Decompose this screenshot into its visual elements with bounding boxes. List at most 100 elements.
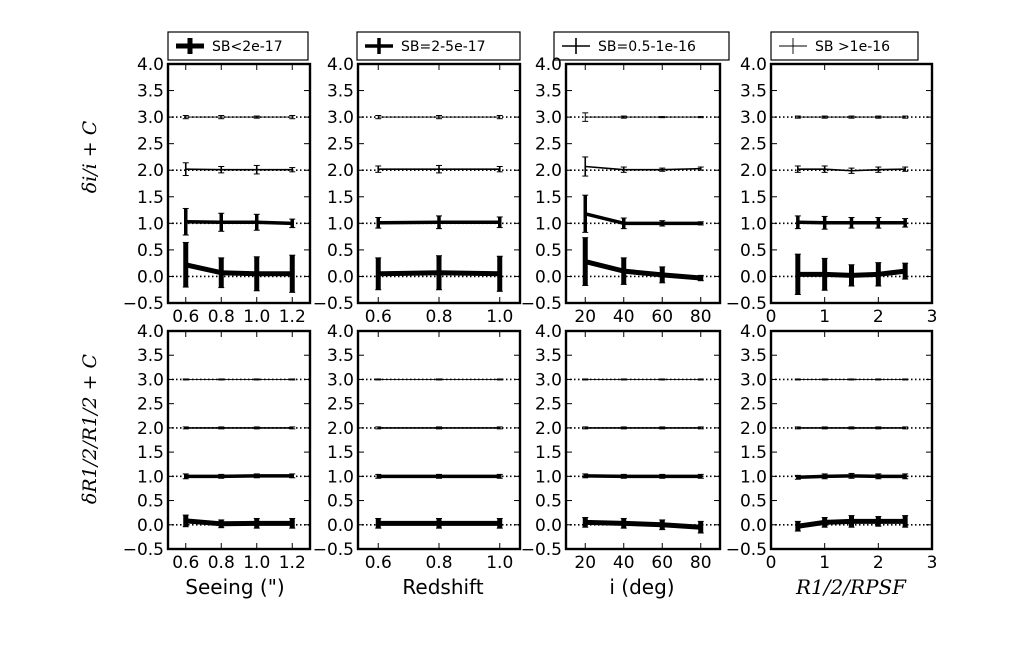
panel-r1-c3-series-0: [794, 515, 909, 532]
panel-r1-c3-ytick-label: 0.5: [740, 492, 767, 512]
panel-r0-c3-series-2: [794, 165, 909, 174]
panels: 4.0 3.5 3.0 2.5 2.0 1.5 1.0 0.5 0.0 −0.5 0.6 0.8 1.0…: [123, 55, 938, 573]
panel-r1-c1-series-1: [375, 473, 503, 479]
panel-r1-c2-series-0-line: [585, 519, 701, 530]
panel-r1-c3-ytick-label: 3.0: [740, 370, 767, 390]
panel-r1-c1-ytick-label: 1.5: [327, 443, 354, 463]
panel-r0-c3-xtick-label: 1: [819, 307, 830, 327]
panel-r0-c3-ytick-label: 1.0: [740, 214, 767, 234]
panel-r1-c2: 4.0 3.5 3.0 2.5 2.0 1.5 1.0 0.5 0.0 −0.5 20 40 60 80: [521, 322, 722, 573]
panel-r0-c0-ytick-label: 0.0: [137, 267, 164, 287]
panel-r0-c2-ytick-label: −0.5: [521, 294, 562, 314]
panel-r1-c0-series-2: [182, 426, 296, 430]
panel-r1-c2-ytick-label: 2.5: [535, 395, 562, 415]
panel-r1-c2-xtick-label: 20: [574, 553, 596, 573]
panel-r0-c0-series-2: [182, 162, 296, 177]
panel-r0-c2-ytick-label: 3.5: [535, 82, 562, 102]
row-ylabels: δi/i + C δR1/2/R1/2 + C: [79, 120, 101, 504]
panel-r1-c2-xtick-label: 60: [651, 553, 673, 573]
col-2-xlabel: i (deg): [609, 575, 674, 599]
panel-r1-c0-ytick-label: 3.5: [137, 346, 164, 366]
panel-r0-c3-series-0: [794, 253, 909, 296]
panel-r1-c0-ytick-label: 4.0: [137, 322, 164, 342]
panel-r1-c0-xtick-label: 1.0: [243, 553, 270, 573]
panel-r0-c0-series-2-line: [185, 168, 293, 171]
panel-r0-c0-ytick-label: 1.5: [137, 188, 164, 208]
panel-r1-c2-ytick-label: 3.5: [535, 346, 562, 366]
panel-r1-c3: 4.0 3.5 3.0 2.5 2.0 1.5 1.0 0.5 0.0 −0.50 1 2 3: [726, 322, 938, 573]
panel-r0-c1-frame: [356, 62, 522, 305]
panel-r0-c2-series-0-line: [584, 259, 701, 281]
panel-r0-c3-series-1: [794, 215, 909, 230]
panel-r1-c1-ytick-label: 2.5: [327, 395, 354, 415]
panel-r1-c0-ytick-label: 2.0: [137, 419, 164, 439]
panel-r0-c3-ytick-label: 3.0: [740, 108, 767, 128]
panel-r1-c0-ytick-label: 0.5: [137, 492, 164, 512]
panel-r1-c1-series-3: [375, 378, 503, 381]
panel-r0-c2-series-2-line: [585, 165, 701, 171]
panel-r0-c2-ytick-label: 2.0: [535, 161, 562, 181]
panel-r0-c3-xtick-label: 0: [766, 307, 777, 327]
panel-r0-c2-series-0: [582, 237, 704, 286]
panel-r0-c3-ytick-label: 0.5: [740, 241, 767, 261]
panel-r1-c3-series-1: [794, 472, 909, 480]
panel-r1-c1-ytick-label: 0.5: [327, 492, 354, 512]
panel-r1-c2-ytick-label: 4.0: [535, 322, 562, 342]
panel-r1-c2-ytick-label: 0.5: [535, 492, 562, 512]
panel-r1-c2-ytick-label: 2.0: [535, 419, 562, 439]
col-0-xlabel: Seeing ("): [185, 575, 284, 599]
panel-r1-c1-xtick-label: 0.8: [425, 553, 452, 573]
panel-r0-c3-ytick-label: −0.5: [726, 294, 767, 314]
panel-r0-c1-series-0: [375, 255, 503, 292]
panel-r0-c2-xtick-label: 40: [613, 307, 635, 327]
legend-entry-2: SB=0.5-1e-16: [553, 31, 730, 61]
panel-r0-c1-ytick-label: 1.5: [327, 188, 354, 208]
panel-r1-c1-ytick-label: 2.0: [327, 419, 354, 439]
legend-entry-3-label: SB >1e-16: [815, 39, 890, 55]
panel-r0-c1-ytick-label: 4.0: [327, 55, 354, 75]
panel-r0-c0-ytick-label: 0.5: [137, 241, 164, 261]
panel-r1-c2-series-1: [582, 473, 704, 479]
panel-r1-c1-series-0: [375, 517, 503, 529]
panel-r0-c1-ytick-label: 2.5: [327, 135, 354, 155]
panel-r0-c2-ytick-label: 0.0: [535, 267, 562, 287]
panel-r1-c0-frame: [166, 329, 312, 551]
panel-r1-c2-ytick-label: 1.5: [535, 443, 562, 463]
panel-r1-c3-ytick-label: 3.5: [740, 346, 767, 366]
panel-r0-c1-xtick-label: 0.8: [425, 307, 452, 327]
panel-r1-c0-ytick-label: 0.0: [137, 516, 164, 536]
panel-r0-c2-series-2: [582, 156, 704, 177]
panel-r0-c1-ytick-label: 1.0: [327, 214, 354, 234]
panel-r1-c1-ytick-label: 1.0: [327, 467, 354, 487]
panel-r1-c3-ytick-label: 1.0: [740, 467, 767, 487]
panel-r0-c1: 4.0 3.5 3.0 2.5 2.0 1.5 1.0 0.5 0.0 −0.5 0.6 0.8 1.0: [313, 55, 522, 327]
panel-r1-c0-ytick-label: 1.5: [137, 443, 164, 463]
panel-r1-c1-ytick-label: 3.5: [327, 346, 354, 366]
panel-r1-c0-series-0-line: [185, 518, 293, 527]
legend-entry-0: SB<2e-17: [167, 31, 309, 61]
panel-r0-c0-xtick-label: 1.2: [279, 307, 306, 327]
panel-r1-c2-ytick-label: 0.0: [535, 516, 562, 536]
panel-r1-c1-ytick-label: −0.5: [313, 540, 354, 560]
panel-r1-c0-xtick-label: 1.2: [279, 553, 306, 573]
panel-r1-c1-xtick-label: 0.6: [365, 553, 392, 573]
panel-r0-c0-ytick-label: 2.5: [137, 135, 164, 155]
panel-r1-c0-xtick-label: 0.8: [208, 553, 235, 573]
panel-r1-c1-xtick-label: 1.0: [486, 553, 513, 573]
panel-r0-c3-series-3: [794, 115, 909, 119]
panel-r1-c2-xtick-label: 40: [613, 553, 635, 573]
column-xlabels: Seeing (") Redshift i (deg) R1/2/RPSF: [185, 575, 907, 599]
panel-r1-c3-ytick-label: 2.0: [740, 419, 767, 439]
col-1-xlabel: Redshift: [402, 575, 483, 599]
panel-r0-c3: 4.0 3.5 3.0 2.5 2.0 1.5 1.0 0.5 0.0 −0.50 1 2 3: [726, 55, 938, 327]
panel-r1-c2-ytick-label: −0.5: [521, 540, 562, 560]
panel-r1-c0-series-3: [182, 378, 296, 381]
panel-r0-c0-series-1-line: [185, 219, 293, 226]
panel-r0-c1-xtick-label: 1.0: [486, 307, 513, 327]
panel-r1-c2-frame: [564, 329, 722, 551]
panel-r0-c2-xtick-label: 20: [574, 307, 596, 327]
legend: SB<2e-17 SB=2-5e-17 SB=0.5-1e-16 SB >1e-16: [167, 31, 919, 61]
panel-r1-c3-xtick-label: 1: [819, 553, 830, 573]
panel-r1-c0: 4.0 3.5 3.0 2.5 2.0 1.5 1.0 0.5 0.0 −0.5 0.6 0.8 1.0…: [123, 322, 312, 573]
